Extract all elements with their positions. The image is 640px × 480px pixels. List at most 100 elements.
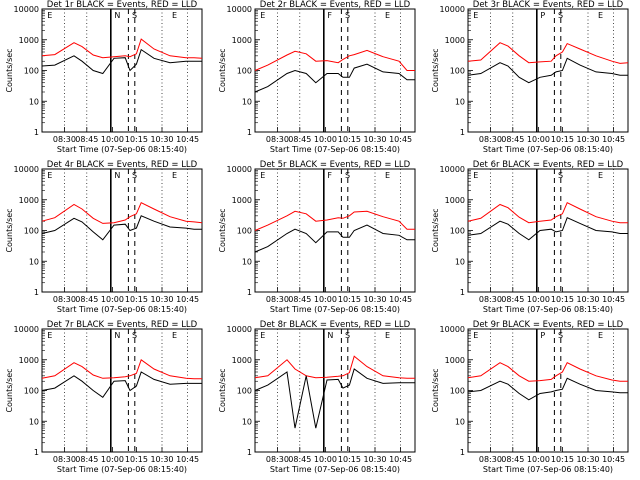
event-marker-label: E (385, 171, 390, 180)
x-tick-label: 10:45 (176, 135, 199, 144)
y-tick-label: 100 (237, 67, 252, 76)
x-tick-label: 10:45 (176, 295, 199, 304)
event-marker-label: P (540, 331, 545, 340)
x-tick-label: 08:45 (288, 295, 311, 304)
event-marker-label: S (345, 11, 350, 20)
x-tick-label: 08:30 (479, 135, 502, 144)
detector-chart-2: Det 2r BLACK = Events, RED = LLD 1 10 100 10… (218, 0, 416, 154)
detector-chart-5: Det 5r BLACK = Events, RED = LLD 1 10 100 10… (218, 160, 416, 314)
x-tick-label: 10:30 (576, 455, 599, 464)
x-tick-label: 08:30 (266, 135, 289, 144)
y-tick-label: 1 (460, 288, 465, 297)
y-axis-label: Counts/sec (5, 368, 14, 412)
x-axis-label: Start Time (07-Sep-06 08:15:40) (483, 145, 613, 154)
detector-panel-7: Det 7r BLACK = Events, RED = LLD 1 10 100 10… (0, 320, 213, 480)
y-tick-label: 1000 (445, 196, 465, 205)
x-tick-label: 08:30 (266, 455, 289, 464)
x-tick-label: 10:15 (125, 135, 148, 144)
y-tick-label: 1 (460, 448, 465, 457)
x-axis-label: Start Time (07-Sep-06 08:15:40) (57, 305, 187, 314)
y-tick-label: 1 (34, 448, 39, 457)
plot-frame (467, 8, 629, 133)
detector-chart-7: Det 7r BLACK = Events, RED = LLD 1 10 100 10… (5, 320, 203, 474)
event-marker-label: E (385, 11, 390, 20)
event-marker-label: E (260, 171, 265, 180)
x-tick-label: 08:30 (479, 295, 502, 304)
y-tick-label: 10 (29, 257, 39, 266)
y-tick-label: 10000 (227, 5, 252, 14)
detector-panel-1: Det 1r BLACK = Events, RED = LLD 1 10 100 10… (0, 0, 213, 160)
x-tick-label: 10:15 (125, 295, 148, 304)
y-axis-label: Counts/sec (5, 48, 14, 92)
y-tick-label: 10000 (440, 325, 465, 334)
detector-panel-9: Det 9r BLACK = Events, RED = LLD 1 10 100 10… (426, 320, 639, 480)
event-marker-label: E (172, 331, 177, 340)
x-tick-label: 10:30 (576, 135, 599, 144)
event-marker-label: E (172, 11, 177, 20)
event-marker-label: F (327, 171, 332, 180)
event-marker-label: S (345, 331, 350, 340)
x-tick-label: 10:30 (150, 455, 173, 464)
plot-frame (254, 328, 416, 453)
y-tick-label: 10000 (14, 325, 39, 334)
y-tick-label: 1000 (19, 36, 39, 45)
x-tick-label: 10:30 (363, 455, 386, 464)
x-axis-label: Start Time (07-Sep-06 08:15:40) (483, 305, 613, 314)
y-tick-label: 1 (247, 448, 252, 457)
y-tick-label: 10 (455, 97, 465, 106)
y-tick-label: 10 (29, 97, 39, 106)
x-tick-label: 10:45 (389, 455, 412, 464)
event-marker-label: S (132, 171, 137, 180)
event-marker-label: F (327, 11, 332, 20)
x-tick-label: 10:30 (576, 295, 599, 304)
y-axis-label: Counts/sec (5, 208, 14, 252)
x-tick-label: 10:15 (551, 135, 574, 144)
event-marker-label: E (47, 171, 52, 180)
y-tick-label: 100 (450, 67, 465, 76)
lld-series-line (254, 355, 415, 379)
chart-title: Det 3r BLACK = Events, RED = LLD (473, 0, 624, 10)
detector-panel-4: Det 4r BLACK = Events, RED = LLD 1 10 100 10… (0, 160, 213, 320)
plot-frame (254, 8, 416, 133)
y-tick-label: 10 (29, 417, 39, 426)
y-axis-label: Counts/sec (218, 368, 227, 412)
event-marker-label: S (132, 331, 137, 340)
chart-title: Det 6r BLACK = Events, RED = LLD (473, 160, 624, 170)
chart-title: Det 7r BLACK = Events, RED = LLD (47, 320, 198, 330)
plot-frame (467, 328, 629, 453)
y-tick-label: 10 (242, 257, 252, 266)
event-marker-label: E (260, 11, 265, 20)
x-tick-label: 08:30 (53, 295, 76, 304)
y-tick-label: 10000 (227, 165, 252, 174)
y-tick-label: 100 (24, 67, 39, 76)
detector-panel-6: Det 6r BLACK = Events, RED = LLD 1 10 100 10… (426, 160, 639, 320)
x-tick-label: 08:45 (501, 455, 524, 464)
x-axis-label: Start Time (07-Sep-06 08:15:40) (270, 305, 400, 314)
x-tick-label: 10:00 (527, 295, 550, 304)
x-axis-label: Start Time (07-Sep-06 08:15:40) (270, 465, 400, 474)
event-marker-label: N (327, 331, 333, 340)
y-axis-label: Counts/sec (431, 368, 440, 412)
x-tick-label: 08:45 (75, 135, 98, 144)
event-marker-label: P (540, 11, 545, 20)
chart-title: Det 2r BLACK = Events, RED = LLD (260, 0, 411, 10)
x-tick-label: 10:00 (314, 455, 337, 464)
chart-title: Det 4r BLACK = Events, RED = LLD (47, 160, 198, 170)
event-marker-label: N (114, 11, 120, 20)
x-tick-label: 10:45 (389, 135, 412, 144)
chart-title: Det 9r BLACK = Events, RED = LLD (473, 320, 624, 330)
detector-chart-3: Det 3r BLACK = Events, RED = LLD 1 10 100 10… (431, 0, 629, 154)
x-tick-label: 10:45 (602, 135, 625, 144)
lld-series-line (467, 42, 629, 64)
x-tick-label: 10:15 (551, 455, 574, 464)
x-tick-label: 10:00 (314, 295, 337, 304)
x-tick-label: 10:30 (363, 295, 386, 304)
x-tick-label: 10:00 (314, 135, 337, 144)
x-axis-label: Start Time (07-Sep-06 08:15:40) (270, 145, 400, 154)
events-series-line (254, 368, 415, 429)
x-axis-label: Start Time (07-Sep-06 08:15:40) (57, 145, 187, 154)
y-tick-label: 10000 (14, 165, 39, 174)
plot-frame (41, 168, 203, 293)
detector-chart-4: Det 4r BLACK = Events, RED = LLD 1 10 100 10… (5, 160, 203, 314)
detector-panel-5: Det 5r BLACK = Events, RED = LLD 1 10 100 10… (213, 160, 426, 320)
